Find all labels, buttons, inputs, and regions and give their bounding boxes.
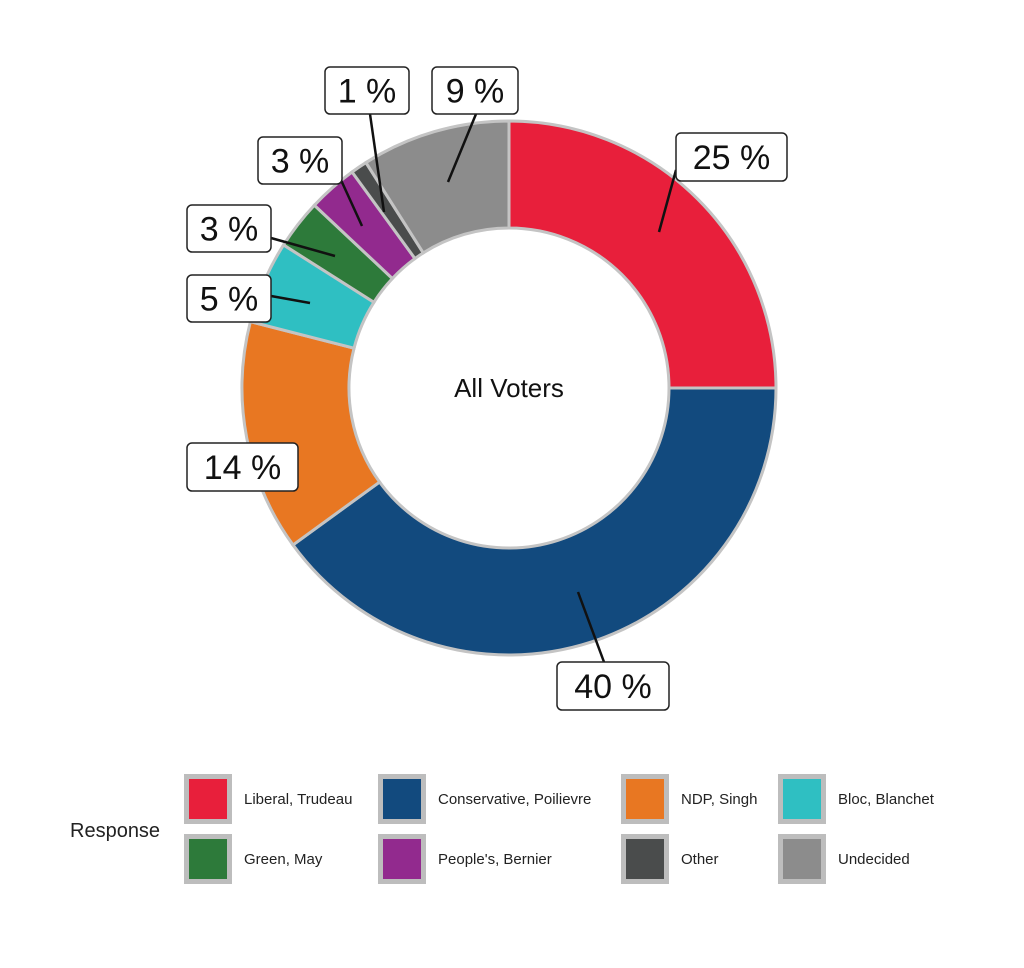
slice-7 — [363, 119, 511, 255]
data-label-1: 40 % — [574, 668, 652, 706]
leader-line-1 — [576, 591, 606, 663]
data-label-box-0 — [675, 132, 788, 182]
data-label-box-5 — [257, 136, 343, 185]
data-label-2: 14 % — [204, 449, 282, 487]
data-label-6: 1 % — [338, 73, 397, 111]
legend-title: Response — [70, 820, 161, 842]
legend-swatch — [621, 834, 669, 884]
legend-label: Bloc, Blanchet — [838, 790, 934, 808]
legend-item: Other — [621, 833, 719, 885]
data-label-4: 3 % — [200, 211, 259, 249]
legend-label: Conservative, Poilievre — [438, 790, 592, 808]
legend-label: NDP, Singh — [681, 790, 758, 808]
legend-swatch — [378, 774, 426, 824]
legend-swatch — [184, 834, 232, 884]
data-label-box-6 — [324, 66, 410, 115]
donut-chart: 25 %40 %14 %5 %3 %3 %1 % 9 %All Voters — [186, 66, 788, 711]
legend-label: Undecided — [838, 850, 910, 868]
leader-line-7 — [446, 113, 478, 183]
data-label-5: 3 % — [271, 143, 330, 181]
center-label: All Voters — [454, 373, 564, 403]
legend-item: Liberal, Trudeau — [184, 773, 352, 825]
data-label-box-7 — [431, 66, 519, 115]
data-label-3: 5 % — [200, 281, 259, 319]
legend-item: Green, May — [184, 833, 322, 885]
data-label-box-2 — [186, 442, 299, 492]
data-label-7: 9 % — [446, 73, 505, 111]
data-label-box-3 — [186, 274, 272, 323]
legend-item: NDP, Singh — [621, 773, 757, 825]
legend-label: Liberal, Trudeau — [244, 790, 353, 808]
legend-item: People's, Bernier — [378, 833, 552, 885]
legend-item: Conservative, Poilievre — [378, 773, 591, 825]
legend-swatch — [378, 834, 426, 884]
leader-line-0 — [657, 169, 678, 233]
legend-swatch — [621, 774, 669, 824]
legend-swatch — [778, 834, 826, 884]
legend-swatch — [184, 774, 232, 824]
legend-label: People's, Bernier — [438, 850, 552, 868]
data-label-box-1 — [556, 661, 670, 711]
slice-0 — [507, 119, 778, 390]
legend-label: Other — [681, 850, 719, 868]
leader-line-4 — [270, 236, 336, 258]
leader-line-5 — [339, 179, 364, 227]
leader-line-3 — [270, 294, 311, 305]
leader-line-6 — [368, 113, 386, 213]
legend-item: Bloc, Blanchet — [778, 773, 934, 825]
legend-item: Undecided — [778, 833, 910, 885]
slice-1 — [290, 386, 778, 657]
data-label-box-4 — [186, 204, 272, 253]
legend-swatch — [778, 774, 826, 824]
data-label-0: 25 % — [693, 139, 771, 177]
legend-label: Green, May — [244, 850, 323, 868]
